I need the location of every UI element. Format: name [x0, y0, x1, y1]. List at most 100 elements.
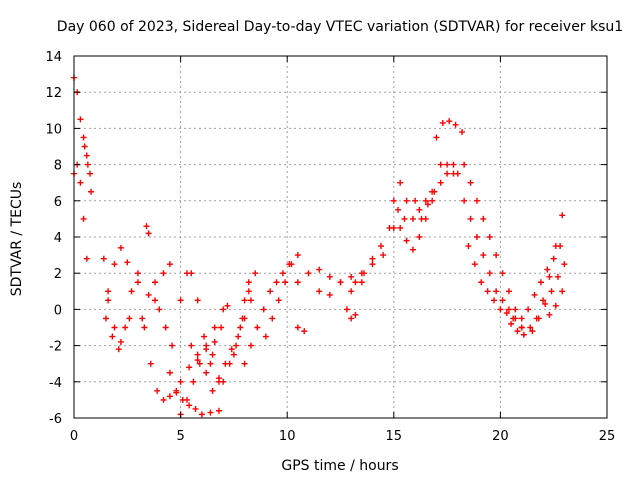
data-point: [201, 333, 208, 340]
data-point: [194, 351, 201, 358]
data-point: [537, 279, 544, 286]
data-point: [203, 342, 210, 349]
series-arc-36: [529, 261, 568, 335]
data-point: [480, 215, 487, 222]
data-point: [282, 279, 289, 286]
y-tick-label: -6: [49, 412, 62, 427]
data-point: [403, 197, 410, 204]
data-point: [154, 387, 161, 394]
data-point: [412, 197, 419, 204]
data-point: [529, 328, 536, 335]
data-points: [71, 74, 568, 418]
data-point: [409, 246, 416, 253]
series-arc-01: [71, 74, 93, 177]
grid: [74, 56, 607, 418]
series-arc-28: [418, 161, 457, 222]
data-point: [247, 297, 254, 304]
data-point: [239, 315, 246, 322]
series-arc-29: [433, 118, 466, 141]
data-point: [166, 393, 173, 400]
data-point: [348, 273, 355, 280]
y-tick-label: 12: [45, 86, 62, 101]
data-point: [540, 297, 547, 304]
data-point: [343, 306, 350, 313]
data-point: [493, 288, 500, 295]
data-point: [473, 234, 480, 240]
data-point: [508, 320, 515, 327]
data-point: [518, 324, 525, 331]
series-arc-05: [102, 288, 135, 353]
data-point: [228, 346, 235, 353]
data-point: [557, 243, 564, 250]
data-point: [145, 291, 152, 298]
data-point: [561, 261, 568, 268]
data-point: [486, 270, 493, 277]
data-point: [527, 324, 534, 331]
data-point: [211, 324, 218, 331]
data-point: [450, 161, 457, 168]
data-point: [160, 270, 167, 277]
data-point: [444, 161, 451, 168]
data-point: [279, 270, 286, 277]
series-arc-35: [518, 243, 564, 322]
series-arc-22: [316, 273, 355, 298]
data-point: [499, 270, 506, 277]
data-point: [358, 279, 365, 286]
data-point: [122, 324, 129, 331]
series-arc-16: [220, 288, 252, 385]
data-point: [486, 234, 493, 240]
data-point: [77, 116, 84, 123]
data-point: [454, 170, 461, 177]
series-arc-13: [177, 270, 222, 385]
data-point: [183, 396, 190, 403]
series-arc-18: [241, 261, 293, 367]
data-point: [337, 279, 344, 286]
data-point: [147, 360, 154, 367]
x-tick-label: 5: [176, 429, 184, 444]
data-point: [139, 315, 146, 322]
data-point: [260, 306, 267, 313]
series-arc-08: [139, 261, 173, 322]
data-point: [220, 306, 227, 313]
series-arc-09: [152, 297, 176, 349]
data-point: [111, 324, 118, 331]
data-point: [117, 244, 124, 251]
data-point: [109, 333, 116, 340]
y-tick-label: 2: [54, 267, 62, 282]
data-point: [215, 375, 222, 382]
data-point: [493, 252, 500, 259]
x-tick-label: 25: [599, 429, 616, 444]
data-point: [518, 315, 525, 322]
data-point: [422, 197, 429, 204]
data-point: [352, 311, 359, 318]
series-arc-07: [134, 279, 180, 403]
series-arc-19: [262, 252, 301, 340]
data-point: [348, 288, 355, 295]
data-point: [369, 255, 376, 262]
x-axis-label: GPS time / hours: [281, 458, 398, 474]
data-point: [467, 179, 474, 186]
data-point: [437, 179, 444, 186]
data-point: [301, 328, 308, 335]
series-arc-17: [230, 270, 259, 358]
data-point: [254, 324, 261, 331]
data-point: [559, 212, 566, 219]
data-point: [152, 279, 159, 286]
data-point: [480, 252, 487, 259]
data-point: [548, 288, 555, 295]
data-point: [80, 134, 87, 141]
data-point: [226, 360, 233, 367]
series-arc-32: [454, 170, 525, 331]
data-point: [275, 297, 282, 304]
data-point: [390, 224, 397, 231]
axis-ticks: 0 5 10 15 20 25 -6 -4 -2 0 2 4 6 8 10 12 14: [45, 50, 615, 444]
series-arc-33: [465, 243, 517, 322]
data-point: [162, 324, 169, 331]
data-point: [437, 161, 444, 168]
data-point: [141, 324, 148, 331]
data-point: [230, 351, 237, 358]
y-tick-label: 14: [45, 50, 62, 65]
data-point: [198, 411, 205, 418]
data-point: [554, 273, 561, 280]
